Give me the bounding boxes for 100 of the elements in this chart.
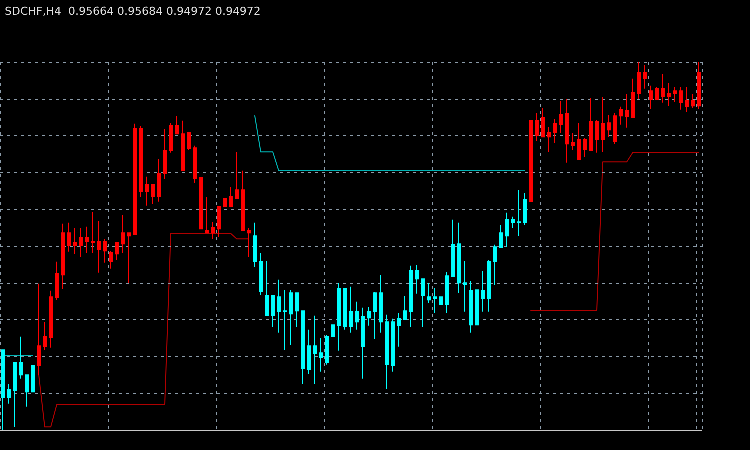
candlestick	[73, 227, 77, 255]
candlestick	[349, 286, 353, 334]
candlestick	[439, 296, 443, 306]
candlestick	[103, 238, 107, 264]
candlestick	[79, 227, 83, 258]
candlestick	[85, 226, 89, 254]
candlestick	[625, 94, 629, 128]
candlestick	[637, 62, 641, 100]
candlestick	[1, 350, 5, 430]
candlestick	[469, 280, 473, 334]
candlestick	[163, 128, 167, 180]
candlestick	[373, 292, 377, 340]
candlestick	[247, 227, 251, 258]
candlestick	[145, 176, 149, 206]
candlestick	[631, 78, 635, 118]
candlestick	[457, 222, 461, 294]
candlestick	[319, 338, 323, 372]
candlestick	[91, 212, 95, 254]
candlestick	[301, 310, 305, 384]
candlestick	[211, 222, 215, 240]
candlestick	[661, 74, 665, 104]
candlestick	[7, 384, 11, 404]
candlestick	[463, 260, 467, 312]
candlestick	[253, 222, 257, 268]
candlestick	[223, 198, 227, 208]
candlestick	[673, 86, 677, 103]
candlestick	[619, 106, 623, 126]
candlestick	[667, 82, 671, 107]
candlestick	[691, 94, 695, 108]
candlestick	[157, 158, 161, 202]
candlestick	[493, 244, 497, 286]
candlestick	[607, 114, 611, 138]
candlestick	[451, 219, 455, 278]
candlestick	[385, 314, 389, 390]
candlestick	[433, 287, 437, 314]
candlestick	[355, 301, 359, 330]
candlestick	[121, 214, 125, 254]
candlestick	[187, 132, 191, 150]
candlestick	[367, 306, 371, 326]
candlestick	[175, 116, 179, 135]
candlestick	[13, 362, 17, 428]
candlestick	[571, 132, 575, 150]
chart-title: SDCHF,H4 0.95664 0.95684 0.94972 0.94972	[5, 5, 261, 18]
candlestick	[415, 264, 419, 294]
candlestick	[445, 272, 449, 314]
candlestick	[511, 216, 515, 228]
candlestick	[553, 118, 557, 144]
candlestick	[271, 296, 275, 328]
candlestick	[127, 232, 131, 284]
candlestick	[601, 96, 605, 153]
candlestick	[217, 206, 221, 238]
candlestick	[67, 222, 71, 252]
candlestick	[25, 374, 29, 408]
candlestick	[307, 329, 311, 375]
candlestick	[265, 260, 269, 316]
candlestick	[529, 120, 533, 202]
candlestick	[499, 224, 503, 248]
candlestick	[37, 283, 41, 376]
candlestick	[277, 279, 281, 334]
candlestick	[379, 274, 383, 334]
candlestick	[685, 86, 689, 113]
candlestick	[193, 145, 197, 184]
candlestick	[595, 120, 599, 154]
candlestick	[649, 85, 653, 110]
candlestick	[151, 184, 155, 205]
candlestick	[109, 250, 113, 270]
candlestick	[577, 122, 581, 160]
candlestick	[535, 112, 539, 142]
candlestick	[361, 307, 365, 380]
candlestick	[481, 270, 485, 312]
candlestick	[169, 122, 173, 154]
candlestick	[295, 292, 299, 328]
candlestick	[241, 170, 245, 232]
candlestick	[397, 312, 401, 348]
candlestick	[421, 278, 425, 328]
candlestick	[97, 220, 101, 274]
candlestick	[697, 62, 701, 110]
candlestick	[259, 252, 263, 296]
candlestick	[283, 290, 287, 351]
candlestick	[589, 98, 593, 152]
candlestick	[565, 98, 569, 164]
candlestick	[541, 108, 545, 138]
candlestick	[235, 152, 239, 200]
candlestick	[427, 282, 431, 304]
candlestick	[55, 261, 59, 301]
candlestick	[583, 138, 587, 158]
candlestick	[337, 282, 341, 352]
candlestick	[133, 123, 137, 236]
candlestick	[679, 86, 683, 110]
candlestick	[559, 100, 563, 134]
candlestick	[49, 290, 53, 348]
candlestick	[289, 290, 293, 346]
candlestick	[325, 334, 329, 366]
candlestick	[517, 190, 521, 237]
candlestick	[229, 186, 233, 208]
candlestick	[205, 196, 209, 234]
candlestick	[391, 318, 395, 372]
candlestick	[61, 223, 65, 290]
candlestick	[403, 296, 407, 320]
candlestick	[547, 126, 551, 153]
